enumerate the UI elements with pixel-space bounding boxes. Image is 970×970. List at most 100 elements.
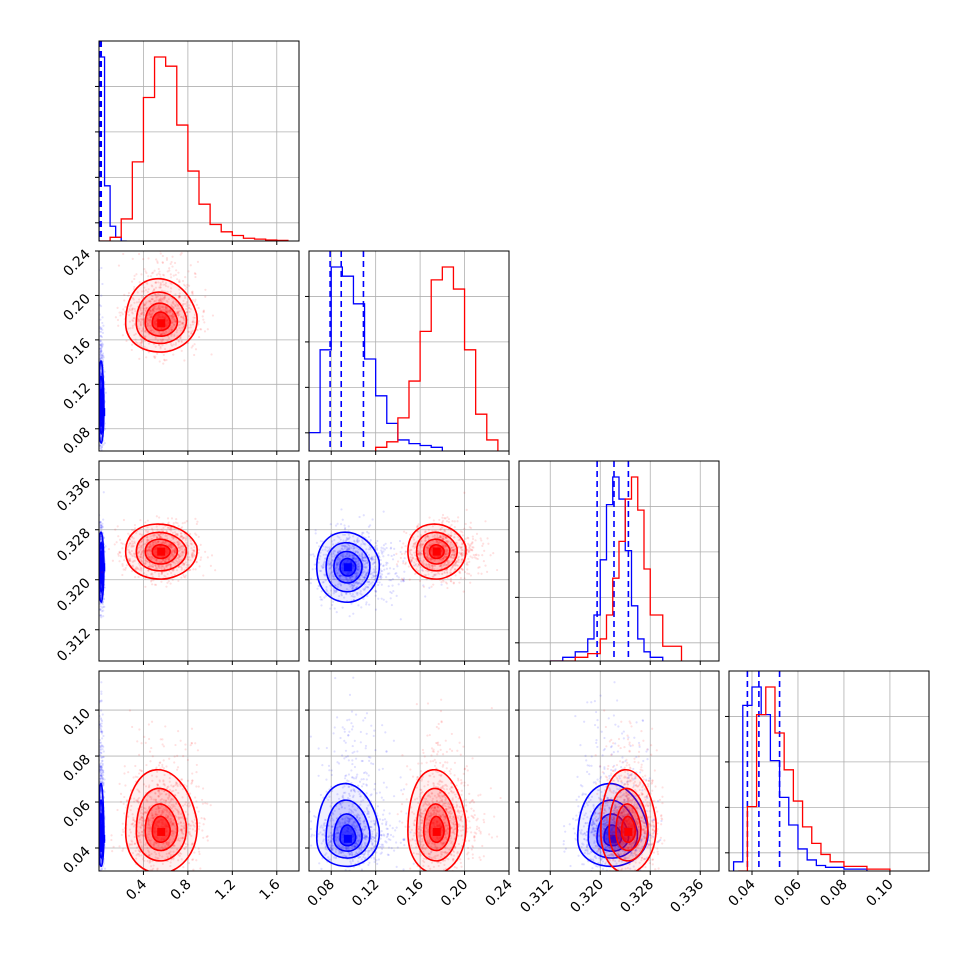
- sample-point: [101, 321, 104, 325]
- sample-point: [140, 290, 144, 293]
- sample-point: [183, 521, 186, 524]
- sample-point: [171, 325, 174, 328]
- sample-point: [140, 313, 144, 316]
- sample-point: [185, 307, 188, 311]
- sample-point: [179, 253, 182, 256]
- sample-point: [144, 521, 147, 524]
- sample-point: [389, 546, 393, 549]
- sample-point: [182, 316, 185, 320]
- sample-point: [140, 337, 143, 340]
- sample-point: [164, 330, 168, 333]
- sample-point: [165, 244, 167, 246]
- sample-point: [180, 322, 183, 325]
- sample-point: [159, 298, 162, 301]
- sample-point: [139, 341, 142, 345]
- sample-point: [374, 594, 377, 597]
- sample-point: [154, 286, 158, 289]
- sample-point: [162, 296, 165, 300]
- sample-point: [100, 335, 104, 339]
- sample-point: [96, 583, 98, 585]
- sample-point: [171, 301, 175, 304]
- sample-point: [99, 538, 102, 541]
- sample-point: [149, 315, 152, 319]
- sample-point: [99, 353, 102, 356]
- sample-point: [191, 320, 194, 324]
- sample-point: [144, 335, 147, 338]
- sample-point: [385, 575, 388, 579]
- sample-point: [163, 331, 166, 335]
- sample-point: [334, 524, 338, 527]
- sample-point: [181, 279, 185, 283]
- sample-point: [174, 521, 177, 524]
- sample-point: [154, 337, 157, 340]
- sample-point: [154, 293, 157, 297]
- sample-point: [155, 299, 158, 302]
- sample-point: [168, 269, 171, 272]
- sample-point: [142, 307, 145, 310]
- sample-point: [146, 316, 149, 320]
- sample-point: [191, 323, 195, 326]
- sample-point: [161, 332, 164, 335]
- sample-point: [134, 309, 137, 313]
- sample-point: [139, 519, 142, 522]
- sample-point: [190, 291, 194, 294]
- sample-point: [99, 526, 103, 530]
- sample-point: [100, 526, 103, 529]
- sample-point: [197, 319, 200, 323]
- sample-point: [174, 304, 177, 308]
- sample-point: [365, 603, 368, 606]
- sample-point: [156, 295, 159, 298]
- sample-point: [192, 319, 195, 322]
- y-tick-label: 0.24: [60, 246, 93, 279]
- sample-point: [379, 574, 382, 577]
- sample-point: [446, 516, 449, 519]
- sample-point: [144, 577, 147, 580]
- sample-point: [177, 296, 180, 299]
- sample-point: [127, 310, 130, 313]
- sample-point: [100, 595, 103, 598]
- sample-point: [113, 543, 116, 546]
- sample-point: [181, 326, 184, 329]
- sample-point: [418, 579, 422, 582]
- sample-point: [100, 344, 103, 347]
- sample-point: [166, 308, 169, 312]
- sample-point: [121, 563, 124, 566]
- sample-point: [155, 296, 158, 299]
- sample-point: [181, 526, 184, 529]
- sample-point: [154, 305, 157, 308]
- sample-point: [178, 279, 181, 282]
- sample-point: [360, 606, 363, 609]
- sample-point: [183, 319, 186, 322]
- sample-point: [146, 317, 149, 320]
- sample-point: [101, 606, 104, 609]
- sample-point: [172, 316, 175, 319]
- sample-point: [163, 333, 166, 336]
- sample-point: [344, 526, 347, 530]
- sample-point: [117, 552, 120, 556]
- panel-content: [99, 41, 289, 241]
- sample-point: [376, 539, 379, 543]
- sample-point: [174, 320, 177, 323]
- sample-point: [313, 555, 316, 558]
- sample-point: [172, 522, 175, 525]
- sample-point: [149, 329, 152, 333]
- sample-point: [159, 345, 162, 348]
- sample-point: [146, 519, 149, 522]
- sample-point: [163, 245, 165, 247]
- sample-point: [100, 524, 103, 527]
- sample-point: [149, 318, 152, 321]
- sample-point: [157, 267, 160, 271]
- sample-point: [197, 548, 201, 551]
- sample-point: [99, 350, 102, 353]
- sample-point: [133, 277, 136, 281]
- sample-point: [367, 535, 370, 538]
- sample-point: [100, 525, 103, 528]
- sample-point: [162, 308, 165, 311]
- sample-point: [402, 530, 406, 533]
- sample-point: [177, 280, 181, 283]
- sample-point: [352, 612, 355, 615]
- sample-point: [171, 316, 174, 319]
- sample-point: [184, 284, 187, 287]
- sample-point: [140, 342, 143, 345]
- sample-point: [161, 280, 164, 284]
